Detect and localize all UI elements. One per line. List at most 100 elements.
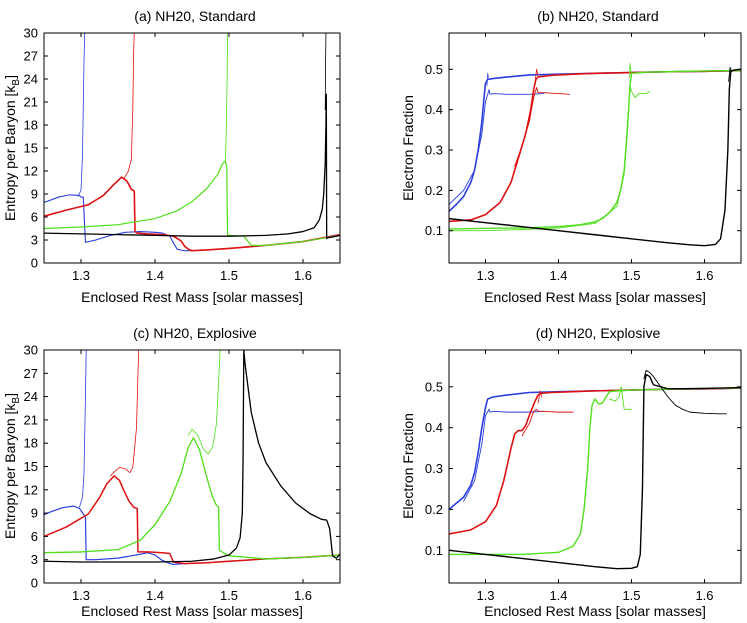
y-tick-label: 3 bbox=[31, 552, 38, 567]
y-tick-label: 0.3 bbox=[425, 461, 443, 476]
series-line-red-2 bbox=[449, 387, 741, 535]
x-tick-label: 1.5 bbox=[622, 588, 640, 603]
x-tick-label: 1.6 bbox=[695, 588, 713, 603]
x-tick-label: 1.5 bbox=[622, 268, 640, 283]
y-tick-label: 27 bbox=[24, 366, 38, 381]
plot-frame bbox=[448, 32, 742, 264]
y-tick-label: 0.2 bbox=[425, 502, 443, 517]
series-line-green-8 bbox=[628, 62, 632, 78]
x-tick-label: 1.4 bbox=[549, 268, 567, 283]
y-tick-label: 21 bbox=[24, 95, 38, 110]
x-tick-label: 1.6 bbox=[695, 268, 713, 283]
y-tick-label: 0 bbox=[31, 576, 38, 591]
y-tick-label: 0 bbox=[31, 256, 38, 271]
series-line-blue-1 bbox=[463, 408, 545, 502]
y-tick-label: 6 bbox=[31, 210, 38, 225]
panel-a: (a) NH20, Standard 1.3 1.4 1.5 1.6 0 3 6 9 12 15 1… bbox=[2, 8, 341, 305]
x-tick-label: 1.3 bbox=[476, 268, 494, 283]
y-tick-label: 0.2 bbox=[425, 183, 443, 198]
x-tick-label: 1.4 bbox=[146, 268, 164, 283]
x-tick-label: 1.3 bbox=[72, 588, 90, 603]
y-tick-label: 15 bbox=[24, 141, 38, 156]
y-tick-label: 21 bbox=[24, 412, 38, 427]
panel-title: (d) NH20, Explosive bbox=[536, 325, 661, 341]
y-tick-label: 12 bbox=[24, 164, 38, 179]
panel-d: (d) NH20, Explosive 1.3 1.4 1.5 1.6 0.1 0.2 0.… bbox=[400, 325, 742, 619]
x-axis-label: Enclosed Rest Mass [solar masses] bbox=[484, 289, 706, 305]
x-tick-label: 1.3 bbox=[72, 268, 90, 283]
series-line-black-7 bbox=[324, 33, 327, 111]
series-line-red-3 bbox=[521, 408, 574, 437]
y-tick-label: 0.3 bbox=[425, 143, 443, 158]
series-line-green-5 bbox=[449, 387, 741, 556]
x-tick-label: 1.5 bbox=[220, 588, 238, 603]
x-tick-label: 1.4 bbox=[549, 588, 567, 603]
x-axis-label: Enclosed Rest Mass [solar masses] bbox=[81, 289, 303, 305]
x-tick-label: 1.4 bbox=[146, 588, 164, 603]
y-tick-label: 3 bbox=[31, 233, 38, 248]
y-tick-label: 18 bbox=[24, 118, 38, 133]
series-line-green-5 bbox=[187, 350, 221, 455]
x-axis-label: Enclosed Rest Mass [solar masses] bbox=[81, 603, 303, 619]
panel-title: (b) NH20, Standard bbox=[537, 8, 658, 24]
y-tick-label: 0.1 bbox=[425, 223, 443, 238]
y-tick-label: 24 bbox=[24, 389, 38, 404]
series-line-green-4 bbox=[44, 437, 340, 560]
x-tick-label: 1.3 bbox=[476, 588, 494, 603]
y-tick-label: 30 bbox=[24, 26, 38, 41]
panel-title: (a) NH20, Standard bbox=[134, 8, 255, 24]
y-axis-label: Electron Fraction bbox=[400, 95, 416, 201]
series-line-black-10 bbox=[728, 66, 732, 82]
series-line-red-2 bbox=[44, 176, 340, 252]
y-axis-label: Entropy per Baryon [kB] bbox=[2, 393, 22, 539]
x-tick-label: 1.5 bbox=[220, 268, 238, 283]
series-line-green-5 bbox=[224, 33, 228, 164]
y-tick-label: 18 bbox=[24, 436, 38, 451]
series-line-blue-1 bbox=[77, 33, 86, 197]
y-tick-label: 15 bbox=[24, 459, 38, 474]
series-line-blue-1 bbox=[79, 350, 87, 508]
y-tick-label: 9 bbox=[31, 506, 38, 521]
plot-frame bbox=[43, 349, 341, 584]
y-tick-label: 30 bbox=[24, 343, 38, 358]
x-tick-label: 1.6 bbox=[294, 588, 312, 603]
x-tick-label: 1.6 bbox=[294, 268, 312, 283]
y-tick-label: 24 bbox=[24, 72, 38, 87]
series-line-black-6 bbox=[44, 350, 340, 563]
y-tick-label: 27 bbox=[24, 49, 38, 64]
series-line-red-5 bbox=[534, 68, 539, 82]
plot-frame bbox=[43, 32, 341, 264]
series-line-black-9 bbox=[449, 68, 741, 247]
series-line-black-6 bbox=[44, 93, 340, 240]
series-line-green-4 bbox=[44, 160, 340, 246]
series-line-green-6 bbox=[449, 69, 741, 230]
y-tick-label: 0.4 bbox=[425, 102, 443, 117]
y-tick-label: 0.5 bbox=[425, 379, 443, 394]
series-line-red-2 bbox=[44, 475, 340, 565]
series-line-blue-0 bbox=[449, 387, 741, 511]
series-line-green-6 bbox=[609, 386, 632, 410]
series-line-blue-0 bbox=[449, 69, 741, 213]
y-axis-label: Electron Fraction bbox=[400, 413, 416, 519]
panel-b: (b) NH20, Standard 1.3 1.4 1.5 1.6 0.1 0.2 0.3… bbox=[400, 8, 742, 305]
series-line-blue-2 bbox=[486, 72, 489, 86]
y-tick-label: 0.5 bbox=[425, 62, 443, 77]
panel-title: (c) NH20, Explosive bbox=[133, 325, 257, 341]
series-line-blue-0 bbox=[44, 505, 340, 565]
plot-frame bbox=[448, 349, 742, 584]
series-line-red-3 bbox=[123, 33, 135, 180]
y-tick-label: 0.1 bbox=[425, 543, 443, 558]
y-tick-label: 9 bbox=[31, 187, 38, 202]
y-tick-label: 12 bbox=[24, 482, 38, 497]
y-axis-label: Entropy per Baryon [kB] bbox=[2, 75, 22, 221]
series-line-black-7 bbox=[449, 373, 741, 570]
series-line-blue-1 bbox=[449, 89, 545, 205]
series-line-green-7 bbox=[449, 85, 651, 232]
series-line-red-4 bbox=[537, 390, 543, 404]
series-line-red-3 bbox=[110, 350, 140, 477]
series-line-black-8 bbox=[643, 369, 727, 415]
y-tick-label: 6 bbox=[31, 529, 38, 544]
panel-c: (c) NH20, Explosive 1.3 1.4 1.5 1.6 0 3 6 9 12 15… bbox=[2, 325, 341, 619]
series-line-red-4 bbox=[514, 87, 570, 167]
